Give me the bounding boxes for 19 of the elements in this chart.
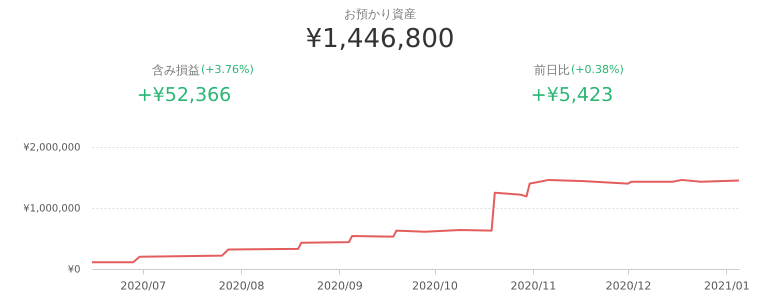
chart-title: お預かり資産 [344, 7, 416, 21]
x-tick-label: 2020/11 [510, 280, 556, 292]
line-series [91, 178, 740, 264]
text: 前日比 [534, 63, 570, 77]
y-tick-label: ¥2,000,000 [23, 142, 80, 154]
text: +¥5,423 [530, 84, 614, 106]
chart-subtitle: ¥1,446,800 [306, 24, 454, 54]
text: (+3.76%) [201, 63, 254, 76]
text: (+0.38%) [571, 63, 624, 76]
y-tick-label: ¥1,000,000 [23, 204, 80, 214]
x-tick-label: 2020/09 [317, 280, 363, 292]
text: 含み損益 [152, 63, 200, 77]
x-tick-label: 2021/01 [704, 280, 750, 292]
x-tick-label: 2020/10 [412, 280, 458, 292]
x-tick-label: 2020/07 [120, 280, 166, 292]
y-tick-label: ¥0 [68, 264, 80, 276]
x-tick-label: 2020/08 [218, 280, 264, 292]
x-tick-label: 2020/12 [606, 280, 652, 292]
text: +¥52,366 [136, 84, 232, 106]
